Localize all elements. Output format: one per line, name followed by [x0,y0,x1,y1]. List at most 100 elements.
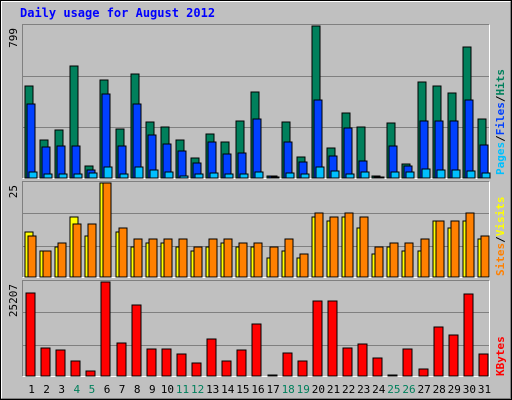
bar-sites-day-25 [389,242,399,278]
bar-files-day-7 [117,145,127,179]
bar-files-day-11 [177,150,187,179]
x-tick-label: 16 [251,383,264,396]
bar-pages-day-31 [481,172,491,179]
x-tick-label: 19 [297,383,310,396]
bar-pages-day-19 [300,173,310,179]
bar-pages-day-8 [134,166,144,179]
bar-pages-day-5 [88,172,98,179]
bar-sites-day-27 [420,238,430,278]
panel-middle: 25 [7,181,490,278]
bar-pages-day-6 [103,166,113,179]
bar-kbytes-day-29 [448,334,459,377]
x-tick-label: 9 [149,383,156,396]
x-tick-label: 8 [134,383,141,396]
bar-pages-day-2 [43,173,53,179]
bar-sites-day-29 [450,220,460,278]
bar-pages-day-7 [119,173,129,179]
legend-pages-files-hits-part: Files [494,102,507,135]
bar-pages-day-14 [224,173,234,179]
x-tick-label: 4 [73,383,80,396]
bar-sites-day-19 [299,253,309,278]
x-tick-label: 18 [282,383,295,396]
bar-sites-day-2 [42,250,52,278]
bar-kbytes-day-13 [206,338,217,377]
legend-pages-files-hits-part: Hits [494,69,507,96]
legend-pages-files-hits-part: / [494,135,507,142]
x-tick-label: 20 [312,383,325,396]
bar-sites-day-26 [404,242,414,278]
bar-kbytes-day-8 [131,304,142,377]
bar-pages-day-29 [451,169,461,179]
bar-files-day-3 [56,145,66,179]
bar-kbytes-day-15 [236,349,247,377]
bar-sites-day-4 [72,223,82,278]
y-max-label-middle: 25 [7,185,20,198]
bar-pages-day-25 [390,171,400,179]
bar-sites-day-24 [374,246,384,278]
x-tick-label: 21 [327,383,340,396]
legend-kbytes-part: KBytes [494,336,507,376]
bar-kbytes-day-16 [251,323,262,377]
x-tick-label: 7 [119,383,126,396]
bar-pages-day-15 [239,173,249,179]
bar-pages-day-1 [28,171,38,179]
bar-pages-day-23 [360,171,370,179]
bar-pages-day-9 [149,169,159,179]
bar-kbytes-day-11 [176,353,187,377]
bar-files-day-29 [449,120,459,179]
bar-kbytes-day-19 [297,360,308,377]
bar-files-day-28 [434,120,444,179]
x-tick-label: 6 [104,383,111,396]
bar-sites-day-30 [465,212,475,278]
legend-pages-files-hits-part: Pages [494,142,507,175]
bar-sites-day-17 [269,246,279,278]
bar-sites-day-10 [163,238,173,278]
bar-sites-day-9 [148,238,158,278]
bar-pages-day-21 [330,170,340,179]
y-max-label-top: 799 [7,28,20,48]
bar-kbytes-day-18 [282,352,293,377]
bar-pages-day-24 [375,176,385,179]
bar-pages-day-27 [421,168,431,179]
x-tick-label: 31 [478,383,491,396]
bar-sites-day-20 [314,212,324,278]
bar-pages-day-11 [179,175,189,179]
bar-sites-day-28 [435,220,445,278]
x-tick-label: 24 [372,383,386,396]
x-tick-label: 26 [402,383,415,396]
bar-kbytes-day-31 [478,353,489,377]
bar-sites-day-7 [118,227,128,278]
bar-kbytes-day-27 [418,368,429,377]
bar-pages-day-20 [315,166,325,179]
legend-sites-visits-part: Sites [494,243,507,276]
bar-sites-day-3 [57,242,67,278]
x-tick-label: 30 [463,383,476,396]
bar-pages-day-13 [209,172,219,179]
bar-sites-day-16 [253,242,263,278]
bar-kbytes-day-7 [116,342,127,377]
bar-sites-day-12 [193,246,203,278]
x-tick-label: 2 [43,383,50,396]
bar-sites-day-13 [208,238,218,278]
bar-pages-day-18 [285,172,295,179]
bar-kbytes-day-9 [146,348,157,377]
bar-kbytes-day-28 [433,326,444,377]
bar-files-day-6 [101,93,111,179]
bar-pages-day-12 [194,173,204,179]
x-tick-label: 23 [357,383,370,396]
bar-files-day-30 [464,99,474,179]
bar-sites-day-31 [480,235,490,278]
bar-sites-day-6 [102,182,112,278]
bar-sites-day-22 [344,212,354,278]
x-tick-label: 11 [176,383,189,396]
bar-sites-day-8 [133,238,143,278]
bar-kbytes-day-3 [55,349,66,377]
bar-pages-day-22 [345,173,355,179]
bar-kbytes-day-10 [161,348,172,377]
legend-sites-visits-part: / [494,236,507,243]
chart-title: Daily usage for August 2012 [20,6,215,20]
bar-sites-day-23 [359,216,369,278]
bar-kbytes-day-21 [327,300,338,377]
bar-sites-day-5 [87,223,97,278]
